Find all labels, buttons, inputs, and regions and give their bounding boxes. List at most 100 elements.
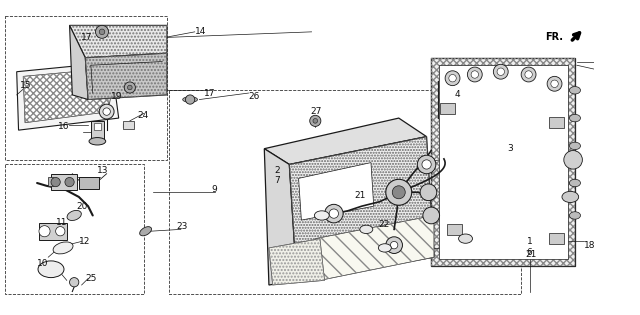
Text: 17: 17 (81, 33, 92, 42)
Ellipse shape (570, 142, 580, 150)
Circle shape (525, 71, 532, 78)
Polygon shape (269, 239, 324, 285)
Ellipse shape (53, 242, 73, 254)
Text: 12: 12 (79, 237, 90, 246)
Polygon shape (264, 149, 297, 285)
Bar (440, 103, 455, 114)
Circle shape (65, 177, 74, 187)
Circle shape (564, 151, 582, 169)
Bar (48, 176, 53, 186)
Text: 19: 19 (111, 92, 123, 101)
Bar (549, 233, 564, 244)
Text: 15: 15 (20, 81, 32, 90)
Circle shape (124, 82, 136, 93)
Bar (447, 224, 462, 235)
Text: 11: 11 (56, 218, 67, 227)
Ellipse shape (562, 191, 579, 203)
Circle shape (329, 209, 339, 218)
Circle shape (127, 85, 132, 90)
Circle shape (422, 160, 431, 169)
Polygon shape (23, 69, 109, 123)
Circle shape (417, 155, 436, 174)
Circle shape (51, 177, 60, 187)
Bar (169, 90, 521, 294)
Circle shape (95, 25, 109, 38)
Text: 17: 17 (204, 89, 216, 98)
Polygon shape (70, 25, 167, 58)
Text: 21: 21 (525, 250, 536, 259)
Circle shape (386, 237, 403, 254)
Text: 2: 2 (275, 166, 280, 175)
Circle shape (449, 75, 456, 82)
Ellipse shape (570, 114, 580, 122)
Circle shape (467, 67, 482, 82)
Text: 9: 9 (211, 185, 217, 194)
Circle shape (56, 226, 65, 236)
Polygon shape (316, 215, 434, 280)
Circle shape (103, 108, 110, 115)
Bar (438, 65, 568, 259)
Bar (124, 121, 134, 129)
Text: 3: 3 (508, 144, 513, 153)
Polygon shape (70, 25, 88, 100)
Circle shape (99, 104, 114, 119)
Text: 25: 25 (85, 274, 97, 283)
Ellipse shape (182, 97, 198, 102)
Text: 7: 7 (275, 176, 280, 185)
Text: 18: 18 (584, 241, 596, 249)
Circle shape (471, 71, 479, 78)
Bar (431, 58, 575, 266)
Text: 13: 13 (97, 166, 109, 175)
Bar (4, 16, 167, 160)
Bar (549, 117, 564, 128)
Circle shape (423, 207, 440, 224)
Polygon shape (289, 137, 434, 280)
Text: 22: 22 (378, 220, 390, 229)
Circle shape (386, 179, 412, 205)
Bar (93, 123, 101, 130)
Ellipse shape (67, 210, 81, 220)
Ellipse shape (314, 211, 329, 220)
Circle shape (99, 29, 105, 35)
Bar (91, 121, 104, 141)
Ellipse shape (570, 212, 580, 219)
Ellipse shape (360, 225, 372, 233)
Text: 27: 27 (310, 107, 322, 116)
Bar (79, 176, 99, 190)
Circle shape (310, 115, 321, 126)
Circle shape (324, 204, 343, 223)
Text: FR.: FR. (545, 32, 563, 43)
Text: 6: 6 (527, 248, 532, 257)
Bar (431, 58, 575, 266)
Circle shape (445, 71, 460, 86)
Polygon shape (17, 62, 118, 130)
Polygon shape (264, 118, 427, 164)
Circle shape (521, 67, 536, 82)
Circle shape (70, 278, 79, 287)
Text: 23: 23 (176, 222, 188, 231)
Circle shape (493, 64, 508, 79)
Ellipse shape (570, 179, 580, 187)
Text: 1: 1 (527, 237, 532, 246)
Text: 16: 16 (58, 122, 69, 131)
Circle shape (392, 186, 405, 199)
Circle shape (390, 241, 398, 249)
Text: 21: 21 (355, 191, 365, 200)
Bar (4, 164, 144, 294)
Polygon shape (85, 53, 167, 100)
Bar (39, 223, 67, 240)
Text: 14: 14 (195, 27, 206, 36)
Circle shape (547, 76, 562, 91)
Ellipse shape (38, 261, 64, 278)
Text: 4: 4 (454, 90, 460, 100)
Circle shape (551, 80, 558, 88)
Text: 24: 24 (137, 111, 148, 120)
Text: 20: 20 (76, 202, 88, 211)
Text: 10: 10 (37, 259, 49, 268)
Polygon shape (299, 163, 374, 220)
Circle shape (313, 118, 317, 123)
Bar (51, 174, 77, 191)
Circle shape (186, 95, 195, 104)
Ellipse shape (378, 244, 391, 252)
Ellipse shape (89, 138, 106, 145)
